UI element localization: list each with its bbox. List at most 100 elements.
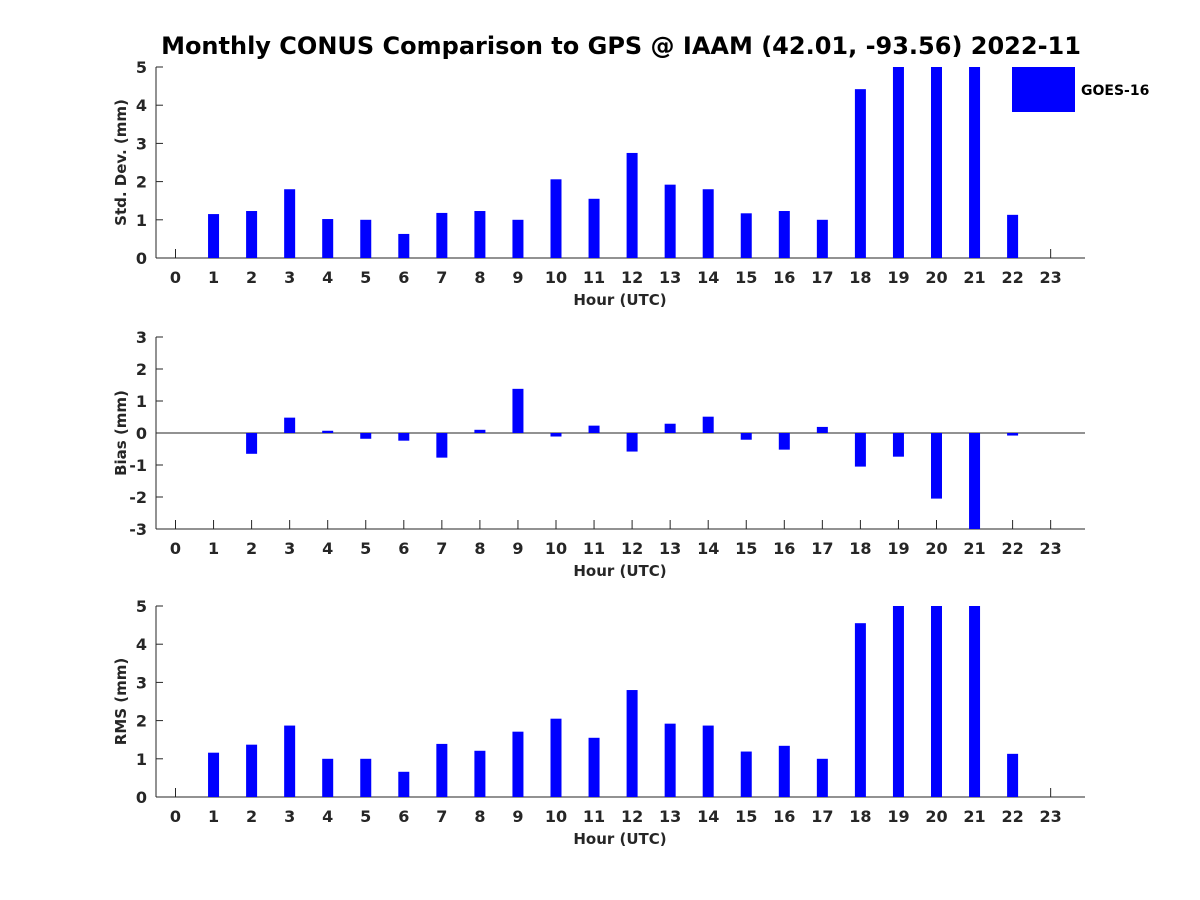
std-xtick-label: 22 <box>1001 268 1023 287</box>
bias-ytick-label: -1 <box>129 456 147 475</box>
rms-xtick-label: 20 <box>925 807 947 826</box>
legend: GOES-16 <box>1012 67 1149 112</box>
std-xtick-label: 10 <box>545 268 567 287</box>
rms-xtick-label: 1 <box>208 807 219 826</box>
bias-bar-hour-20 <box>931 433 942 499</box>
bias-xtick-label: 19 <box>887 539 909 558</box>
bias-xtick-label: 12 <box>621 539 643 558</box>
std-ytick-label: 5 <box>136 58 147 77</box>
rms-bar-hour-20 <box>931 606 942 797</box>
rms-bar-hour-6 <box>398 771 410 797</box>
std-xtick-label: 17 <box>811 268 833 287</box>
std-bar-hour-22 <box>1007 214 1019 258</box>
bias-xtick-label: 6 <box>398 539 409 558</box>
rms-bar-hour-3 <box>284 725 296 797</box>
bias-bar-hour-11 <box>588 425 600 433</box>
std-bar-hour-18 <box>854 89 866 258</box>
std-xtick-label: 16 <box>773 268 795 287</box>
rms-bar-hour-11 <box>588 737 600 797</box>
std-bar-hour-2 <box>246 211 258 258</box>
rms-xtick-label: 8 <box>474 807 485 826</box>
bias-xtick-label: 14 <box>697 539 719 558</box>
std-bar-hour-20 <box>931 67 942 258</box>
rms-xtick-label: 12 <box>621 807 643 826</box>
bias-bar-hour-22 <box>1007 433 1019 436</box>
bias-bar-hour-21 <box>969 433 981 529</box>
bias-xtick-label: 0 <box>170 539 181 558</box>
bias-xtick-label: 1 <box>208 539 219 558</box>
bias-xtick-label: 23 <box>1040 539 1062 558</box>
std-bar-hour-17 <box>816 219 828 258</box>
rms-bar-hour-15 <box>740 751 752 797</box>
rms-xtick-label: 3 <box>284 807 295 826</box>
std-xtick-label: 12 <box>621 268 643 287</box>
rms-ytick-label: 1 <box>136 750 147 769</box>
std-bar-hour-1 <box>208 214 220 258</box>
bias-bar-hour-6 <box>398 433 410 441</box>
rms-ytick-label: 3 <box>136 673 147 692</box>
rms-bar-hour-7 <box>436 743 448 797</box>
bias-bar-hour-18 <box>854 433 866 467</box>
rms-xtick-label: 22 <box>1001 807 1023 826</box>
bias-xtick-label: 3 <box>284 539 295 558</box>
std-bar-hour-9 <box>512 219 524 258</box>
std-bar-hour-4 <box>322 219 334 258</box>
bias-xtick-label: 7 <box>436 539 447 558</box>
std-xtick-label: 0 <box>170 268 181 287</box>
rms-xtick-label: 17 <box>811 807 833 826</box>
rms-bar-hour-21 <box>969 606 981 797</box>
rms-x-axis-label: Hour (UTC) <box>573 830 666 848</box>
std-bar-hour-16 <box>778 211 790 258</box>
rms-xtick-label: 14 <box>697 807 719 826</box>
std-bar-hour-13 <box>664 184 676 258</box>
rms-xtick-label: 11 <box>583 807 605 826</box>
bias-bar-hour-16 <box>778 433 790 450</box>
std-bar-hour-19 <box>892 67 904 258</box>
std-ytick-label: 1 <box>136 211 147 230</box>
rms-bar-hour-4 <box>322 758 334 797</box>
rms-xtick-label: 6 <box>398 807 409 826</box>
bias-xtick-label: 10 <box>545 539 567 558</box>
std-ytick-label: 0 <box>136 249 147 268</box>
bias-xtick-label: 15 <box>735 539 757 558</box>
std-xtick-label: 13 <box>659 268 681 287</box>
bias-xtick-label: 18 <box>849 539 871 558</box>
rms-xtick-label: 5 <box>360 807 371 826</box>
std-xtick-label: 11 <box>583 268 605 287</box>
bias-xtick-label: 17 <box>811 539 833 558</box>
std-xtick-label: 20 <box>925 268 947 287</box>
rms-bar-hour-17 <box>816 758 828 797</box>
rms-xtick-label: 7 <box>436 807 447 826</box>
bias-xtick-label: 20 <box>925 539 947 558</box>
std-xtick-label: 3 <box>284 268 295 287</box>
bias-xtick-label: 16 <box>773 539 795 558</box>
std-bar-hour-15 <box>740 213 752 258</box>
std-bar-hour-10 <box>550 179 562 258</box>
bias-bar-hour-8 <box>474 429 486 433</box>
std-bar-hour-7 <box>436 212 448 258</box>
std-bar-hour-21 <box>969 67 981 258</box>
std-bar-hour-5 <box>360 219 372 258</box>
rms-xtick-label: 23 <box>1040 807 1062 826</box>
rms-ytick-label: 5 <box>136 597 147 616</box>
rms-bar-hour-10 <box>550 718 562 797</box>
bias-ytick-label: -2 <box>129 488 147 507</box>
rms-bar-hour-22 <box>1007 753 1019 797</box>
std-ytick-label: 2 <box>136 173 147 192</box>
std-bar-hour-14 <box>702 189 714 258</box>
bias-bar-hour-12 <box>626 433 638 452</box>
rms-bar-hour-13 <box>664 723 676 797</box>
rms-bar-hour-14 <box>702 725 714 797</box>
rms-bar-hour-1 <box>208 752 220 797</box>
rms-bar-hour-12 <box>626 690 638 797</box>
bias-bar-hour-17 <box>816 426 828 433</box>
rms-xtick-label: 16 <box>773 807 795 826</box>
std-xtick-label: 7 <box>436 268 447 287</box>
std-ytick-label: 3 <box>136 134 147 153</box>
bias-x-axis-label: Hour (UTC) <box>573 562 666 580</box>
rms-y-axis-label: RMS (mm) <box>112 658 130 745</box>
rms-bar-hour-5 <box>360 758 372 797</box>
